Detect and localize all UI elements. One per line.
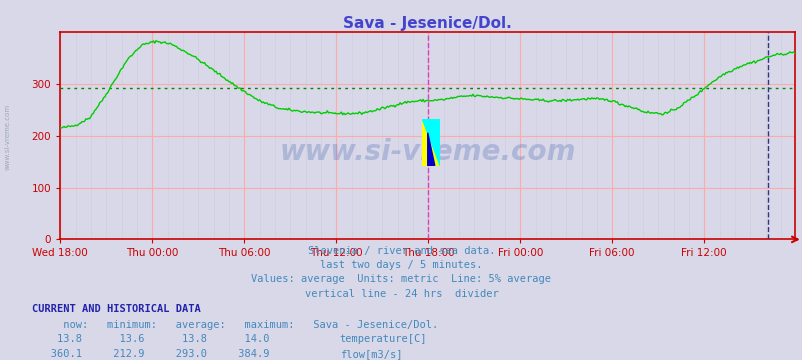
Polygon shape [427,133,434,166]
Text: temperature[C]: temperature[C] [339,334,427,344]
Text: CURRENT AND HISTORICAL DATA: CURRENT AND HISTORICAL DATA [32,304,200,314]
Polygon shape [422,119,439,166]
Text: last two days / 5 minutes.: last two days / 5 minutes. [320,260,482,270]
Text: www.si-vreme.com: www.si-vreme.com [5,104,11,170]
Text: www.si-vreme.com: www.si-vreme.com [279,139,575,166]
Text: 13.8      13.6      13.8      14.0: 13.8 13.6 13.8 14.0 [32,334,269,344]
Polygon shape [422,119,439,166]
Text: vertical line - 24 hrs  divider: vertical line - 24 hrs divider [304,289,498,299]
Text: now:   minimum:   average:   maximum:   Sava - Jesenice/Dol.: now: minimum: average: maximum: Sava - J… [32,320,438,330]
Text: Values: average  Units: metric  Line: 5% average: Values: average Units: metric Line: 5% a… [251,274,551,284]
Text: 360.1     212.9     293.0     384.9: 360.1 212.9 293.0 384.9 [32,349,269,359]
Text: Slovenia / river and sea data.: Slovenia / river and sea data. [307,246,495,256]
Title: Sava - Jesenice/Dol.: Sava - Jesenice/Dol. [342,16,512,31]
Text: flow[m3/s]: flow[m3/s] [339,349,402,359]
